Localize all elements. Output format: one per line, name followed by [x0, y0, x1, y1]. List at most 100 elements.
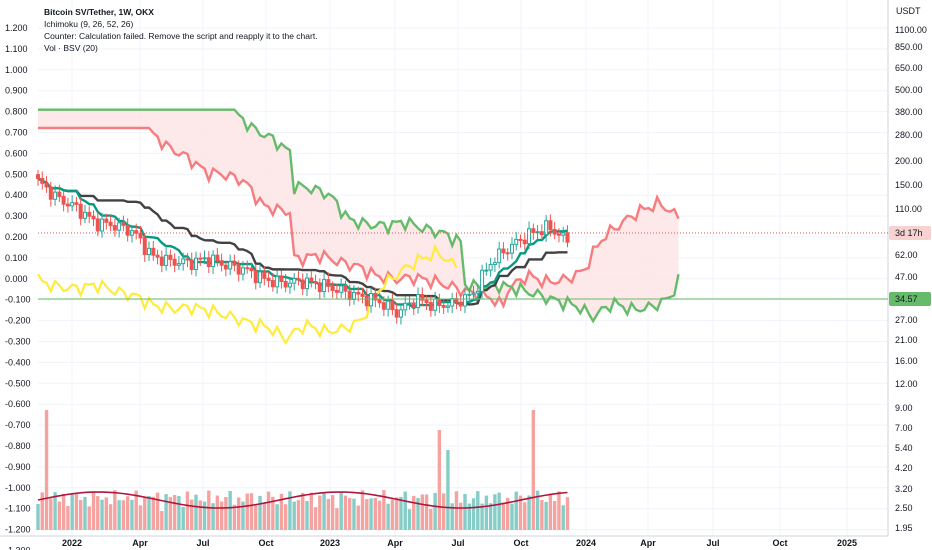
left-axis-label: 0.300 [5, 211, 28, 221]
candle-body [151, 247, 156, 256]
volume-bar [194, 494, 198, 530]
left-axis-label: -0.100 [5, 295, 31, 305]
candle-body [398, 309, 403, 318]
volume-bar [228, 491, 232, 530]
volume-bar [313, 507, 318, 530]
candle-body [437, 298, 442, 307]
time-axis-label: 2025 [837, 538, 857, 548]
volume-bar [143, 497, 147, 530]
candle-body [53, 191, 58, 200]
price-axis-label: 200.00 [895, 156, 923, 166]
price-axis-label: 150.00 [895, 180, 923, 190]
volume-bar [561, 505, 565, 530]
volume-bar [471, 498, 476, 530]
candle-body [411, 302, 416, 309]
candle-body [117, 222, 122, 231]
volume-bar [446, 450, 450, 530]
candle-body [535, 231, 540, 234]
candle-body [240, 267, 245, 275]
senkou-span-a-line [38, 126, 680, 309]
volume-bar [168, 497, 173, 530]
volume-bar [262, 502, 267, 530]
candle-body [262, 271, 267, 279]
counter-legend[interactable]: Counter: Calculation failed. Remove the … [44, 31, 318, 41]
volume-bar [531, 410, 536, 530]
volume-bar [403, 491, 407, 530]
volume-bar [356, 505, 360, 530]
currency-label: USDT [896, 6, 921, 16]
left-axis-label: -0.700 [5, 420, 31, 430]
volume-bar [288, 491, 292, 530]
left-axis-label: -1.300 [5, 546, 31, 550]
candle-body [279, 275, 284, 282]
time-axis-label: Jul [451, 538, 464, 548]
left-axis-label: 0.400 [5, 190, 28, 200]
candle-body [100, 218, 105, 232]
candle-body [317, 282, 322, 293]
volume-bar [565, 497, 570, 530]
time-axis-label: Jul [196, 538, 209, 548]
senkou-span-b-line [38, 108, 680, 324]
candle-body [467, 293, 472, 296]
countdown-label: 3d 17h [895, 228, 923, 238]
volume-bar [232, 504, 237, 530]
candle-body [236, 264, 241, 275]
candle-body [147, 247, 152, 256]
candle-body [287, 282, 292, 288]
candle-body [78, 203, 83, 219]
left-axis-label: 1.200 [5, 23, 28, 33]
symbol-title[interactable]: Bitcoin SV/Tether, 1W, OKX [44, 7, 154, 17]
left-axis-label: 0.800 [5, 107, 28, 117]
volume-bar [335, 508, 339, 530]
price-axis-label: 3.20 [895, 484, 913, 494]
candle-body [330, 285, 335, 291]
candle-body [138, 232, 143, 239]
volume-bar [326, 498, 331, 530]
price-axis-label: 110.00 [895, 204, 922, 214]
volume-bar [160, 511, 164, 530]
price-axis-label: 5.40 [895, 443, 913, 453]
time-axis-label: Apr [132, 538, 148, 548]
candle-body [168, 254, 173, 260]
volume-bar [412, 495, 416, 530]
volume-bar [360, 490, 365, 530]
volume-bar [44, 410, 49, 530]
volume-bar [535, 490, 540, 530]
candle-body [121, 222, 126, 226]
volume-ma-line [37, 491, 568, 509]
ichimoku-legend[interactable]: Ichimoku (9, 26, 52, 26) [44, 19, 134, 29]
candle-body [364, 295, 369, 307]
price-axis-label: 380.00 [895, 107, 923, 117]
candle-body [172, 258, 177, 266]
candle-body [539, 231, 544, 236]
candle-body [125, 224, 130, 236]
candle-body [228, 261, 233, 270]
countdown-badge: 3d 17h [889, 226, 931, 240]
volume-bar [79, 500, 83, 530]
countdown-badge-bg [889, 226, 931, 240]
volume-bar [40, 492, 44, 530]
candle-body [223, 264, 228, 270]
volume-bar [254, 504, 258, 530]
candle-body [74, 202, 79, 205]
volume-bar [138, 505, 143, 530]
candle-body [334, 289, 339, 293]
candle-body [108, 221, 113, 227]
volume-bar [518, 495, 523, 530]
volume-legend[interactable]: Vol · BSV (20) [44, 43, 98, 53]
left-axis-label: 0.200 [5, 232, 28, 242]
candle-body [407, 302, 412, 305]
volume-bar [236, 497, 241, 530]
volume-bar [249, 493, 254, 530]
candle-body [313, 281, 318, 284]
price-axis-label: 500.00 [895, 85, 923, 95]
candle-body [61, 195, 66, 205]
volume-bar [172, 495, 177, 530]
price-axis-label: 9.00 [895, 403, 913, 413]
volume-bar [292, 501, 296, 530]
left-axis-label: -1.000 [5, 483, 31, 493]
volume-bar [318, 495, 322, 530]
volume-bar [271, 496, 275, 530]
left-axis-label: -1.200 [5, 525, 31, 535]
